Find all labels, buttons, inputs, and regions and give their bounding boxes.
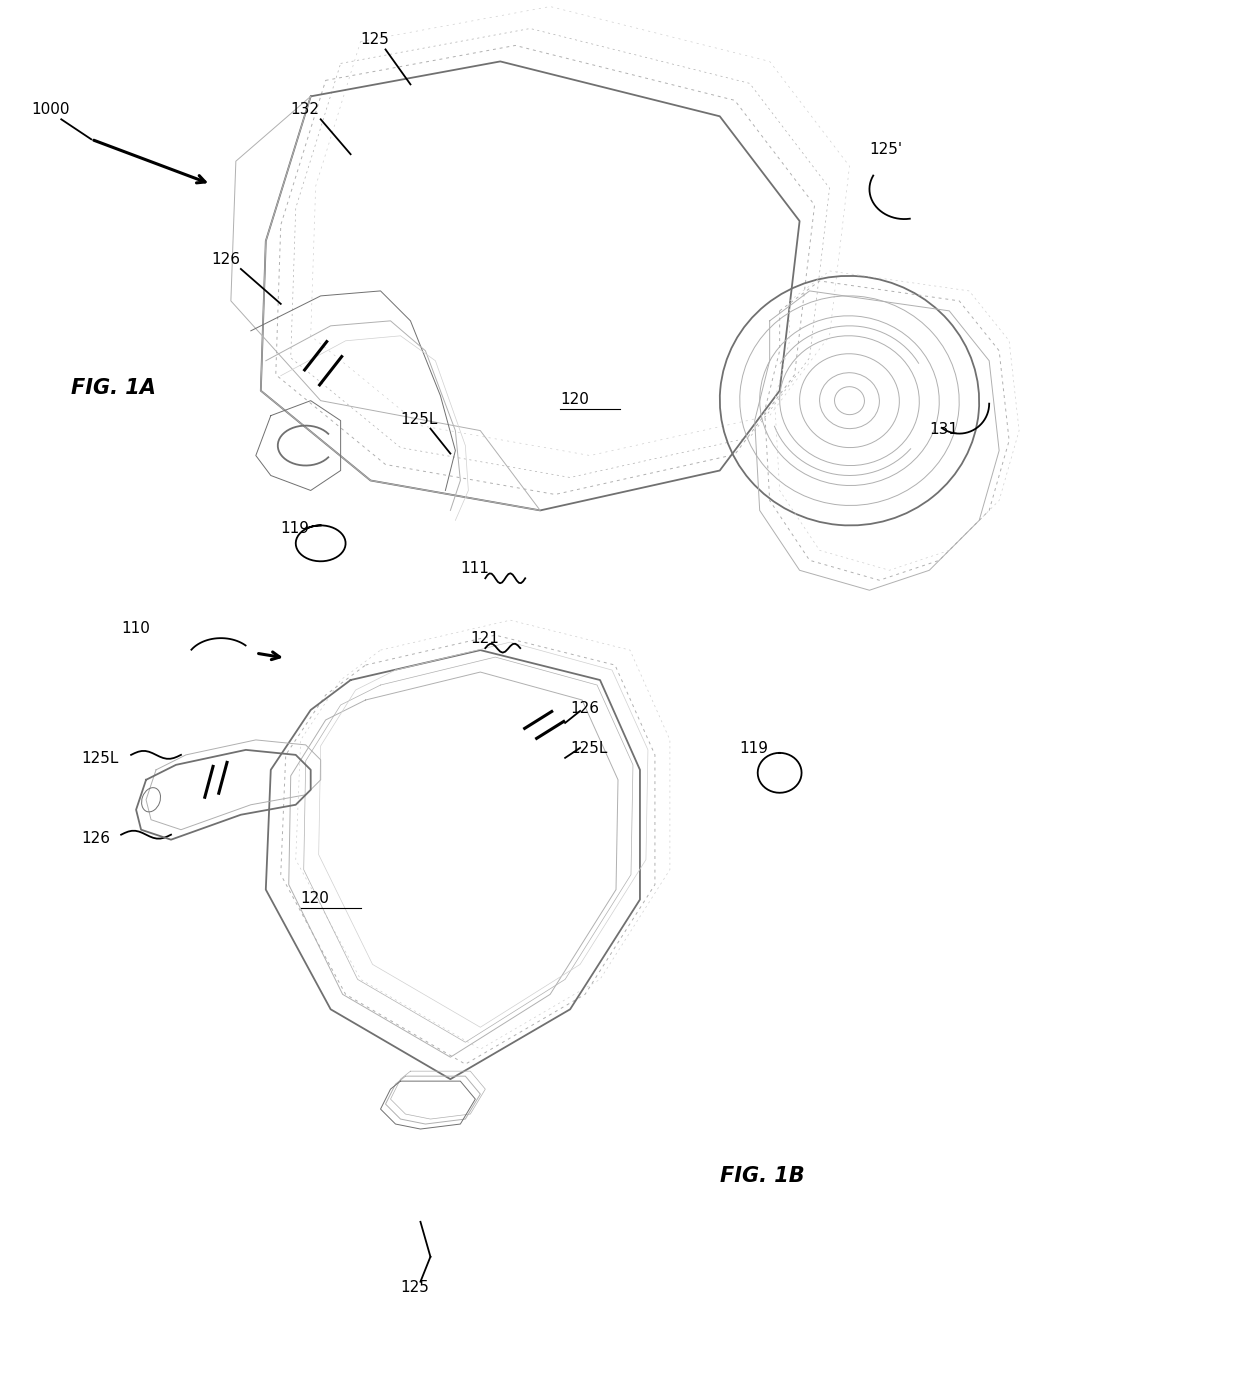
Text: 110: 110 <box>122 621 150 637</box>
Text: 111: 111 <box>460 561 490 577</box>
Text: FIG. 1B: FIG. 1B <box>719 1166 805 1185</box>
Text: 125: 125 <box>401 1280 429 1294</box>
Text: FIG. 1A: FIG. 1A <box>71 378 156 397</box>
Text: 125L: 125L <box>570 741 608 756</box>
Text: 132: 132 <box>290 102 320 117</box>
Text: 120: 120 <box>560 391 589 407</box>
Text: 125': 125' <box>869 142 903 157</box>
Text: 125L: 125L <box>401 411 438 426</box>
Text: 125L: 125L <box>81 751 119 766</box>
Text: 126: 126 <box>211 252 239 267</box>
Text: 119: 119 <box>280 521 310 536</box>
Text: 1000: 1000 <box>31 102 69 117</box>
Text: 126: 126 <box>570 701 599 716</box>
Text: 119: 119 <box>740 741 769 756</box>
Text: 121: 121 <box>470 631 500 646</box>
Text: 120: 120 <box>301 890 330 905</box>
Text: 131: 131 <box>929 422 959 436</box>
Text: 125: 125 <box>361 32 389 47</box>
Text: 126: 126 <box>81 830 110 846</box>
